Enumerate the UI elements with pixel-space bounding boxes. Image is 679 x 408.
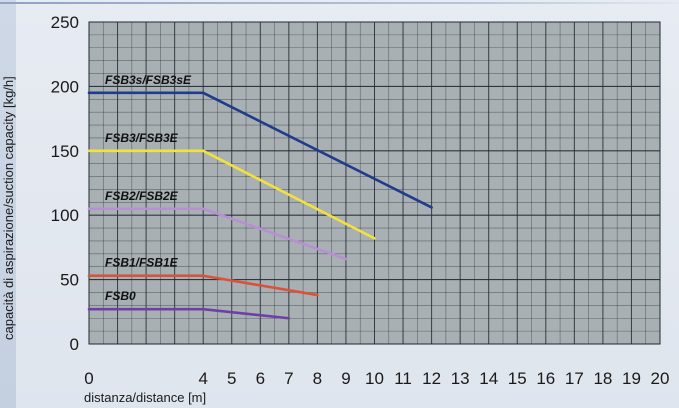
series-label-1: FSB3s/FSB3sE (105, 73, 192, 87)
x-tick-label: 13 (451, 369, 470, 388)
grid (88, 21, 661, 345)
x-tick-label: 5 (227, 369, 236, 388)
y-tick-label: 250 (51, 13, 79, 32)
x-tick-label: 16 (536, 369, 555, 388)
series-line-4 (87, 274, 319, 297)
series-line-5 (87, 307, 291, 320)
x-tick-labels: 0 4 5 6 7 8 9 10 11 12 13 14 15 16 17 18 19 20 (84, 369, 669, 388)
series-line-2 (87, 149, 376, 240)
top-rule (0, 2, 679, 4)
x-tick-label: 17 (565, 369, 584, 388)
series-lines (87, 91, 433, 320)
series-line-3 (87, 207, 348, 261)
x-tick-label: 14 (479, 369, 498, 388)
y-axis-title: capacità di aspirazione/suction capacity… (1, 76, 16, 340)
x-tick-label: 10 (365, 369, 384, 388)
left-decorative-strip (0, 0, 16, 408)
y-tick-labels: 0 50 100 150 200 250 (51, 13, 79, 354)
series-label-4: FSB1/FSB1E (105, 256, 179, 270)
series-labels: FSB3s/FSB3sE FSB3/FSB3E FSB2/FSB2E FSB1/FSB… (105, 73, 192, 303)
x-tick-label: 18 (593, 369, 612, 388)
x-tick-label: 0 (84, 369, 93, 388)
x-tick-label: 20 (651, 369, 670, 388)
x-tick-label: 8 (313, 369, 322, 388)
y-tick-label: 150 (51, 142, 79, 161)
y-tick-label: 50 (60, 271, 79, 290)
x-axis-title: distanza/distance [m] (84, 390, 206, 405)
x-tick-label: 11 (394, 369, 412, 388)
series-label-3: FSB2/FSB2E (105, 189, 179, 203)
y-tick-label: 200 (51, 77, 79, 96)
series-label-2: FSB3/FSB3E (105, 131, 179, 145)
series-line-1 (87, 91, 433, 209)
x-tick-label: 12 (422, 369, 441, 388)
y-tick-label: 0 (70, 335, 79, 354)
x-tick-label: 4 (198, 369, 207, 388)
series-label-5: FSB0 (105, 289, 136, 303)
y-tick-label: 100 (51, 206, 79, 225)
plot-border (88, 21, 661, 345)
x-tick-label: 15 (508, 369, 527, 388)
x-tick-label: 9 (341, 369, 350, 388)
x-tick-label: 6 (256, 369, 265, 388)
x-tick-label: 19 (622, 369, 641, 388)
x-tick-label: 7 (284, 369, 293, 388)
